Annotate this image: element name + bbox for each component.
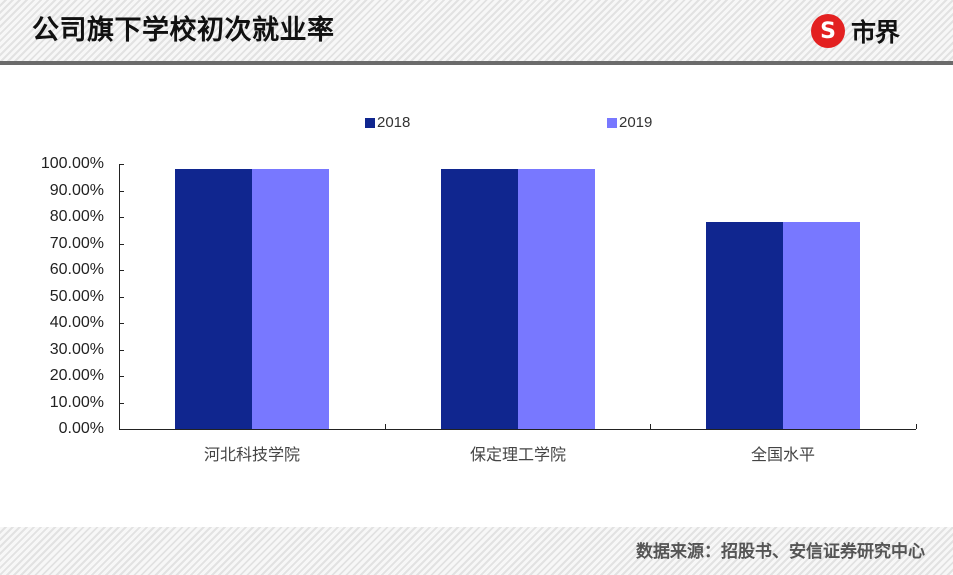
chart-legend: 2018 2019 [0,114,953,134]
bar-2019-2 [783,222,860,429]
y-tick-label: 40.00% [49,314,104,331]
bar-2019-0 [252,169,329,429]
y-tick [119,191,124,192]
y-tick-label: 20.00% [49,367,104,384]
header-divider [0,61,953,65]
y-tick-label: 90.00% [49,182,104,199]
logo-s-icon: S [811,14,845,48]
footer-bar [0,527,953,575]
legend-label-2019: 2019 [619,114,653,131]
y-tick [119,297,124,298]
x-tick [650,424,651,429]
bar-2018-0 [175,169,252,429]
y-tick-label: 0.00% [58,420,104,437]
x-tick [119,424,120,429]
legend-item-2018: 2018 [365,114,410,131]
y-tick-label: 30.00% [49,341,104,358]
header-bar: 公司旗下学校初次就业率 S 市界 [0,0,953,61]
y-tick [119,164,124,165]
y-tick-label: 100.00% [40,155,104,172]
x-tick [916,424,917,429]
brand-logo: S 市界 [811,14,900,48]
logo-text: 市界 [851,18,900,47]
legend-item-2019: 2019 [607,114,652,131]
y-tick [119,429,124,430]
y-tick-label: 50.00% [49,288,104,305]
y-tick [119,270,124,271]
data-source-note: 数据来源：招股书、安信证券研究中心 [636,542,925,562]
x-category-label: 河北科技学院 [203,445,300,464]
y-tick-label: 70.00% [49,235,104,252]
y-tick [119,350,124,351]
bar-2018-1 [441,169,518,429]
y-tick [119,217,124,218]
x-axis [119,429,916,430]
legend-swatch-2019 [607,117,617,128]
x-category-label: 保定理工学院 [469,445,566,464]
page-title: 公司旗下学校初次就业率 [32,15,335,46]
y-tick [119,403,124,404]
x-tick [385,424,386,429]
bar-2018-2 [706,222,783,429]
y-tick [119,323,124,324]
legend-label-2018: 2018 [377,114,411,131]
y-tick [119,376,124,377]
legend-swatch-2018 [365,117,375,128]
y-tick-label: 10.00% [49,394,104,411]
y-axis [119,164,120,429]
bar-2019-1 [518,169,595,429]
y-tick-label: 60.00% [49,261,104,278]
x-category-label: 全国水平 [750,445,815,464]
y-tick [119,244,124,245]
y-tick-label: 80.00% [49,208,104,225]
